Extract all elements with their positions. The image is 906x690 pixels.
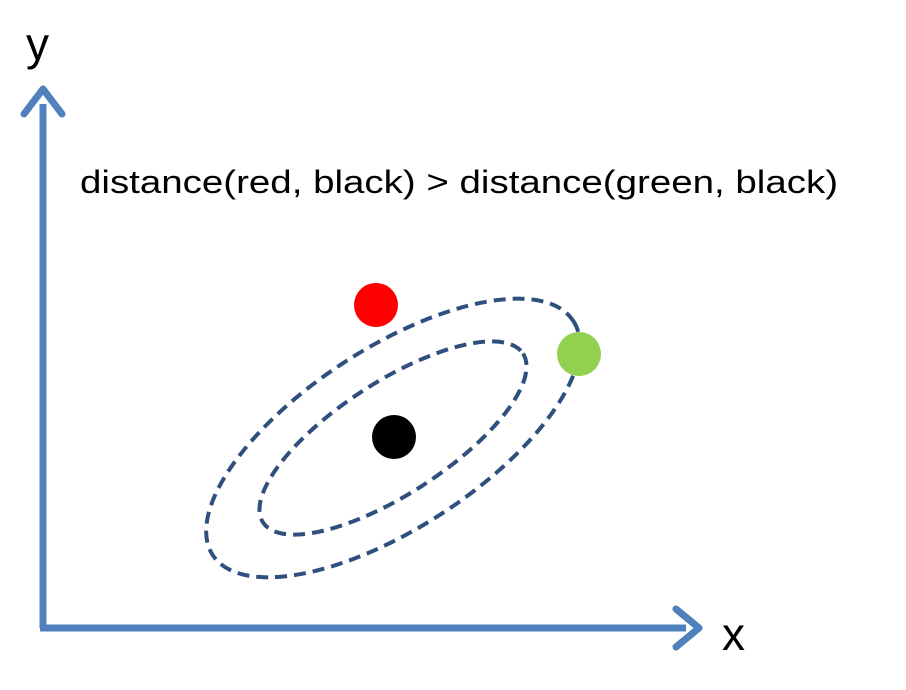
black-point (372, 415, 416, 459)
green-point (557, 332, 601, 376)
distance-caption: distance(red, black) > distance(green, b… (80, 164, 838, 200)
x-axis-arrowhead (672, 605, 703, 651)
y-axis (20, 85, 66, 628)
red-point (354, 283, 398, 327)
x-axis (40, 605, 703, 651)
distance-contours (204, 296, 582, 580)
y-axis-label: y (26, 18, 49, 70)
y-axis-arrowhead (20, 85, 66, 118)
x-axis-label: x (722, 608, 745, 660)
inner-contour-ellipse (257, 339, 529, 537)
outer-contour-ellipse (204, 296, 582, 580)
